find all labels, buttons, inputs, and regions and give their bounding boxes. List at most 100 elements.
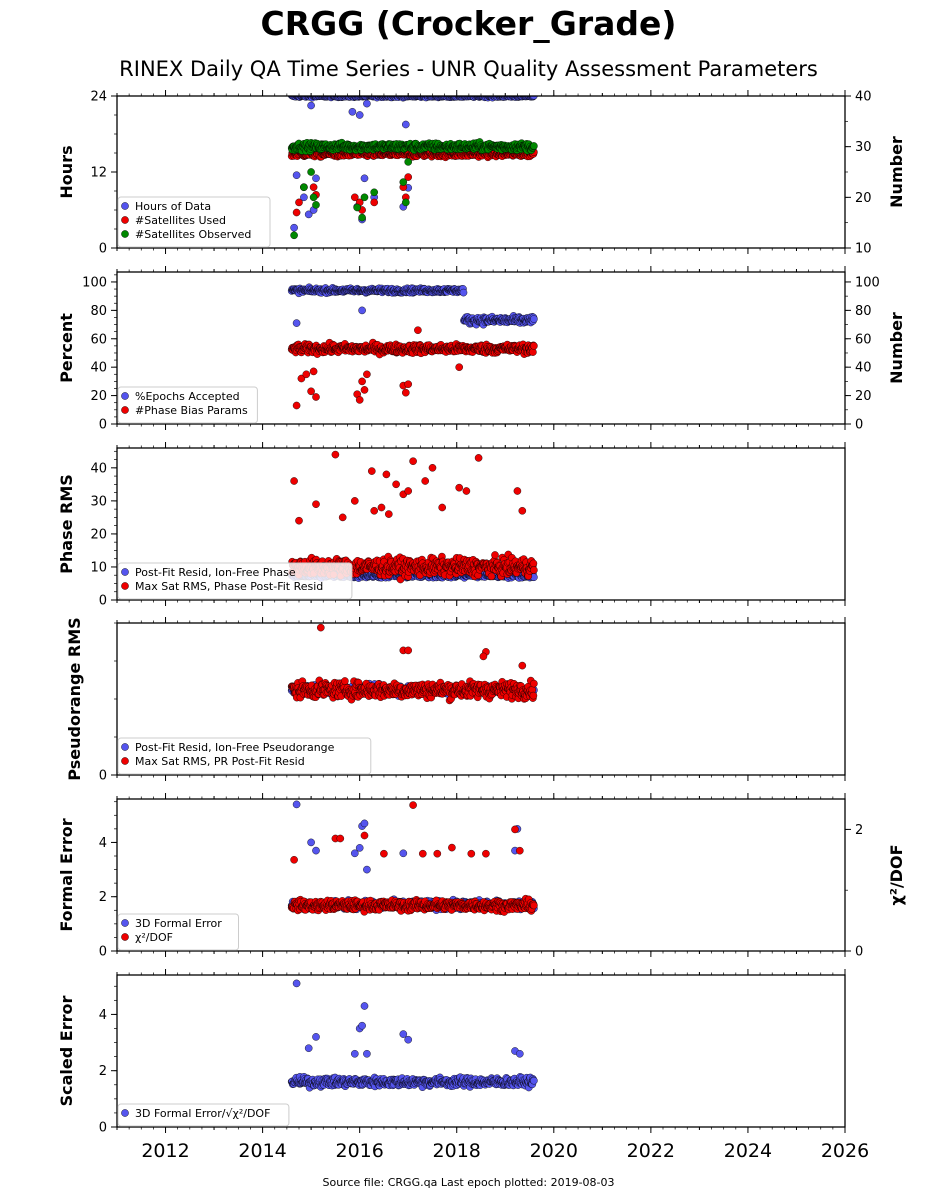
data-points — [287, 800, 538, 916]
data-point — [350, 193, 359, 202]
data-point — [530, 96, 538, 100]
y-tick-label: 0 — [99, 418, 107, 433]
data-point — [358, 377, 366, 386]
legend-entry: Post-Fit Resid, Ion-Free Pseudorange — [135, 741, 335, 754]
data-point — [530, 679, 538, 688]
data-point — [307, 838, 315, 847]
y-tick-label: 20 — [90, 527, 107, 542]
data-point — [404, 380, 413, 389]
y-tick-label: 100 — [82, 275, 107, 290]
data-point — [312, 201, 320, 209]
data-point — [404, 173, 413, 181]
data-point — [292, 401, 301, 410]
y-right-tick-label: 80 — [855, 304, 872, 319]
data-point — [316, 623, 325, 632]
y-axis-label-right: Number — [887, 312, 906, 384]
data-point — [312, 393, 320, 401]
y-tick-label: 24 — [90, 90, 107, 105]
y-right-tick-label: 100 — [855, 275, 880, 290]
panel-2: 020406080100020406080100NumberPercent%Ep… — [57, 266, 906, 433]
legend-marker — [121, 582, 129, 590]
data-point — [302, 370, 311, 379]
data-point — [530, 342, 538, 350]
data-point — [404, 646, 413, 655]
data-point — [348, 108, 357, 116]
y-axis-label-right: Number — [887, 136, 906, 208]
data-point — [290, 477, 298, 485]
data-point — [479, 652, 488, 661]
legend-marker — [121, 568, 129, 576]
legend-marker — [121, 743, 129, 751]
data-point — [292, 800, 301, 809]
data-point — [455, 363, 464, 372]
data-point — [292, 208, 301, 217]
data-point — [307, 387, 315, 396]
data-point — [355, 844, 364, 852]
data-point — [341, 677, 349, 685]
y-tick-label: 0 — [99, 594, 107, 609]
data-point — [529, 691, 538, 700]
legend-entry: #Satellites Used — [135, 214, 226, 227]
y-tick-label: 0 — [99, 769, 107, 784]
y-tick-label: 12 — [90, 166, 107, 181]
data-point — [309, 193, 318, 202]
data-point — [474, 454, 483, 462]
data-point — [382, 470, 391, 479]
y-right-tick-label: 40 — [855, 90, 872, 105]
y-tick-label: 40 — [90, 361, 107, 376]
data-points — [287, 283, 538, 410]
y-right-tick-label: 0 — [855, 418, 863, 433]
legend-entry: Post-Fit Resid, Ion-Free Phase — [135, 566, 296, 579]
data-point — [312, 846, 320, 855]
data-point — [360, 193, 369, 202]
data-point — [518, 661, 527, 670]
data-point — [421, 477, 430, 485]
y-tick-label: 10 — [90, 560, 107, 575]
chart-subtitle: RINEX Daily QA Time Series - UNR Quality… — [119, 57, 818, 81]
y-right-tick-label: 20 — [855, 191, 872, 206]
legend-marker — [121, 202, 129, 210]
data-point — [409, 457, 417, 466]
legend-entry: Max Sat RMS, Phase Post-Fit Resid — [135, 580, 323, 593]
data-point — [353, 203, 362, 212]
y-axis-label: Hours — [57, 145, 76, 198]
data-point — [513, 487, 522, 495]
y-right-tick-label: 30 — [855, 140, 872, 155]
data-point — [462, 487, 471, 495]
data-point — [428, 463, 437, 472]
y-right-tick-label: 60 — [855, 332, 872, 347]
legend: Post-Fit Resid, Ion-Free PseudorangeMax … — [117, 737, 372, 775]
data-point — [384, 510, 393, 518]
data-point — [363, 99, 371, 108]
data-point — [404, 487, 413, 495]
legend-marker — [121, 216, 129, 224]
data-point — [307, 168, 315, 176]
data-point — [370, 506, 379, 515]
legend-entry: #Phase Bias Params — [135, 404, 248, 417]
data-point — [355, 111, 364, 119]
y-tick-label: 20 — [90, 389, 107, 404]
data-point — [370, 188, 379, 197]
data-point — [304, 210, 313, 219]
data-point — [455, 483, 464, 492]
data-point — [300, 193, 308, 202]
data-point — [358, 306, 366, 315]
data-point — [529, 348, 537, 356]
data-point — [355, 396, 364, 404]
data-point — [404, 158, 413, 166]
data-point — [338, 513, 347, 522]
chart-title: CRGG (Crocker_Grade) — [260, 4, 677, 43]
data-point — [377, 503, 386, 512]
legend-marker — [121, 406, 129, 414]
data-point — [367, 467, 376, 475]
data-point — [312, 500, 320, 509]
data-point — [360, 174, 369, 183]
data-points — [287, 623, 538, 705]
data-point — [530, 315, 538, 323]
data-point — [358, 213, 366, 222]
